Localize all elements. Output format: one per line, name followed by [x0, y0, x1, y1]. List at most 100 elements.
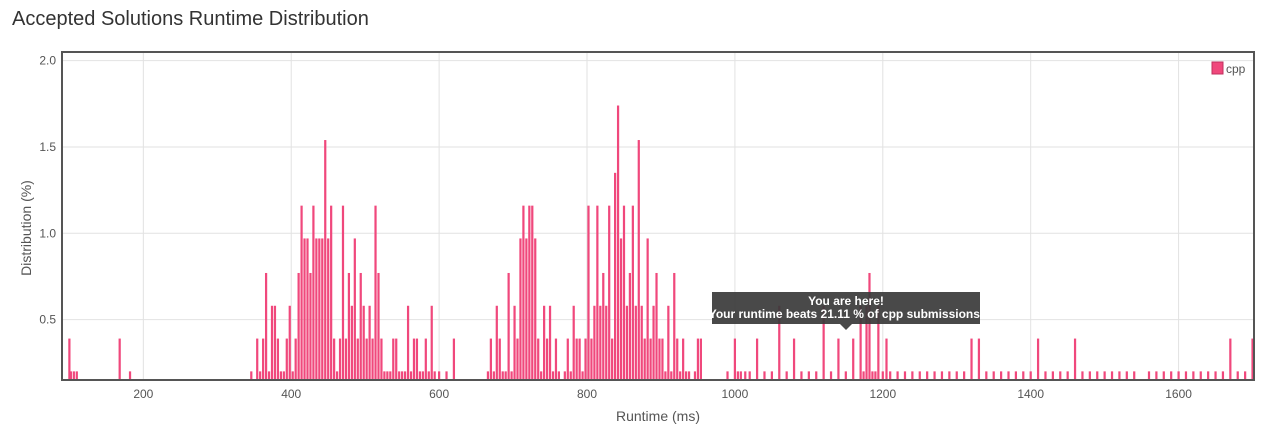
bar[interactable] — [578, 338, 581, 380]
bar[interactable] — [770, 371, 773, 380]
bar[interactable] — [510, 371, 513, 380]
bar[interactable] — [315, 238, 318, 380]
bar[interactable] — [540, 371, 543, 380]
bar[interactable] — [871, 371, 874, 380]
bar[interactable] — [948, 371, 951, 380]
bar[interactable] — [433, 371, 436, 380]
bar[interactable] — [291, 371, 294, 380]
bar[interactable] — [1214, 371, 1217, 380]
bar[interactable] — [1103, 371, 1106, 380]
bar[interactable] — [1133, 371, 1136, 380]
bar[interactable] — [297, 272, 300, 380]
bar[interactable] — [525, 238, 528, 380]
bar[interactable] — [940, 371, 944, 380]
bar[interactable] — [874, 371, 877, 380]
bar[interactable] — [1251, 338, 1254, 380]
bar[interactable] — [652, 305, 655, 380]
bar[interactable] — [1081, 371, 1084, 380]
bar[interactable] — [371, 338, 374, 380]
bar[interactable] — [285, 338, 288, 380]
bar[interactable] — [276, 338, 280, 380]
bar[interactable] — [1170, 371, 1173, 380]
bar[interactable] — [1014, 371, 1018, 380]
bar[interactable] — [640, 305, 643, 380]
bar[interactable] — [259, 371, 262, 380]
bar[interactable] — [970, 338, 973, 380]
bar[interactable] — [1059, 371, 1062, 380]
bar[interactable] — [377, 272, 380, 380]
bar[interactable] — [401, 371, 404, 380]
bar[interactable] — [1088, 371, 1091, 380]
bar[interactable] — [356, 338, 359, 380]
bar[interactable] — [279, 371, 282, 380]
bar[interactable] — [1199, 371, 1202, 380]
bar[interactable] — [1118, 371, 1121, 380]
bar[interactable] — [800, 371, 803, 380]
bar[interactable] — [807, 371, 810, 380]
bar[interactable] — [933, 371, 936, 380]
bar[interactable] — [1066, 371, 1069, 380]
bar[interactable] — [696, 338, 700, 380]
bar[interactable] — [282, 371, 285, 380]
bar[interactable] — [430, 305, 433, 380]
bar[interactable] — [418, 371, 422, 380]
bar[interactable] — [911, 371, 914, 380]
bar[interactable] — [392, 338, 395, 380]
bar[interactable] — [616, 105, 620, 381]
bar[interactable] — [815, 371, 818, 380]
bar[interactable] — [424, 338, 427, 380]
bar[interactable] — [264, 272, 268, 380]
bar[interactable] — [896, 371, 899, 380]
bar[interactable] — [327, 238, 330, 380]
bar[interactable] — [619, 238, 623, 380]
bar[interactable] — [955, 371, 958, 380]
bar[interactable] — [649, 338, 652, 380]
bar[interactable] — [537, 338, 540, 380]
bar[interactable] — [631, 205, 634, 380]
bar[interactable] — [605, 305, 608, 380]
bar[interactable] — [868, 272, 871, 380]
bar[interactable] — [312, 205, 315, 380]
bar[interactable] — [748, 371, 751, 380]
bar[interactable] — [1044, 371, 1047, 380]
bar[interactable] — [699, 338, 702, 380]
bar[interactable] — [347, 272, 351, 380]
bar[interactable] — [1110, 371, 1114, 380]
bar[interactable] — [575, 338, 578, 380]
bar[interactable] — [118, 338, 121, 380]
bar[interactable] — [664, 371, 667, 380]
bar[interactable] — [963, 371, 966, 380]
bar[interactable] — [548, 305, 552, 380]
bar[interactable] — [1155, 371, 1158, 380]
legend[interactable]: cpp — [1211, 61, 1246, 76]
bar[interactable] — [992, 371, 995, 380]
bar[interactable] — [452, 338, 456, 380]
bar[interactable] — [427, 371, 430, 380]
bar[interactable] — [637, 140, 640, 380]
bar[interactable] — [288, 305, 291, 380]
bar[interactable] — [885, 338, 888, 380]
bar[interactable] — [551, 371, 555, 380]
bar[interactable] — [507, 272, 510, 380]
bar[interactable] — [611, 338, 614, 380]
bar[interactable] — [602, 272, 605, 380]
bar[interactable] — [368, 305, 371, 380]
bar[interactable] — [545, 338, 549, 380]
bar[interactable] — [822, 305, 825, 380]
bar[interactable] — [128, 371, 132, 380]
bar[interactable] — [563, 371, 566, 380]
bar[interactable] — [492, 371, 495, 380]
bar[interactable] — [543, 305, 546, 380]
bar[interactable] — [309, 272, 312, 380]
bar[interactable] — [889, 371, 892, 380]
bar[interactable] — [324, 140, 327, 380]
bar[interactable] — [267, 371, 271, 380]
bar[interactable] — [859, 305, 862, 380]
bar[interactable] — [438, 371, 441, 380]
bar[interactable] — [504, 371, 507, 380]
bar[interactable] — [661, 338, 664, 380]
bar[interactable] — [918, 371, 921, 380]
bar[interactable] — [614, 172, 617, 380]
bar[interactable] — [250, 371, 253, 380]
bar[interactable] — [75, 371, 78, 380]
